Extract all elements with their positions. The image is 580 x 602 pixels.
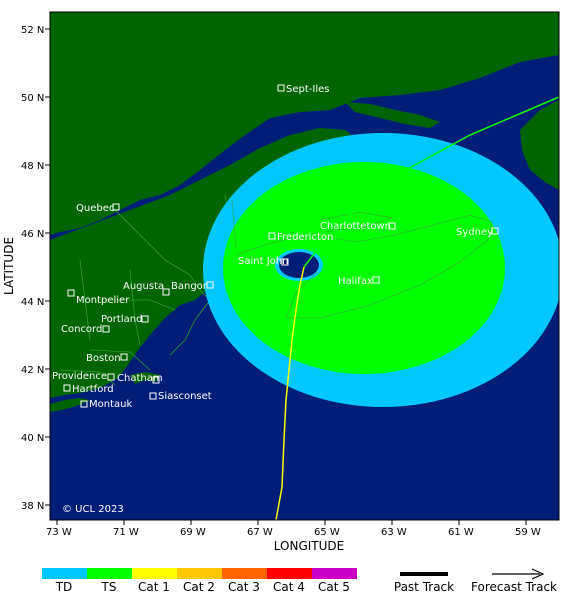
city-label: Charlottetown	[320, 221, 391, 232]
lat-tick-label: 52 N	[21, 25, 44, 36]
lon-tick-label: 73 W	[46, 527, 72, 538]
lat-tick-label: 42 N	[21, 365, 44, 376]
y-axis-title: LATITUDE	[2, 237, 16, 295]
legend-swatch-ts	[87, 568, 132, 579]
copyright-text: © UCL 2023	[62, 504, 124, 515]
city-label: Siasconset	[158, 391, 212, 402]
city-label: Quebec	[76, 203, 114, 214]
legend-swatch-cat5	[312, 568, 357, 579]
lon-tick-label: 65 W	[314, 527, 340, 538]
city-label: Montpelier	[76, 295, 130, 306]
lon-tick-label: 67 W	[247, 527, 273, 538]
legend-label: Cat 2	[183, 580, 215, 594]
storm-eye	[279, 252, 319, 278]
newfoundland	[520, 100, 559, 190]
track-legend: Past Track Forecast Track	[394, 568, 557, 594]
city-label: Portland	[101, 314, 142, 325]
legend-label: TD	[55, 580, 73, 594]
city-label: Providence	[52, 371, 107, 382]
map-area	[50, 12, 559, 520]
legend-label: Cat 5	[318, 580, 350, 594]
legend-swatch-cat3	[222, 568, 267, 579]
city-label: Sept-Iles	[286, 84, 329, 95]
city-markers	[63, 84, 499, 408]
mainland	[50, 12, 559, 235]
city-label: Boston	[86, 353, 121, 364]
lat-tick-label: 46 N	[21, 229, 44, 240]
legend-label: Cat 4	[273, 580, 305, 594]
lat-tick-label: 44 N	[21, 297, 44, 308]
ts-wind-field	[223, 162, 505, 374]
x-axis-title: LONGITUDE	[274, 539, 344, 553]
anticosti-island	[345, 102, 440, 128]
city-label: Fredericton	[277, 232, 333, 243]
lat-tick-label: 40 N	[21, 433, 44, 444]
legend-swatch-td	[42, 568, 87, 579]
latitude-axis: 52 N 50 N 48 N 46 N 44 N 42 N 40 N 38 N	[21, 25, 50, 512]
legend-swatch-cat4	[267, 568, 312, 579]
lat-tick-label: 50 N	[21, 93, 44, 104]
forecast-track-label: Forecast Track	[471, 580, 557, 594]
longitude-axis: 73 W 71 W 69 W 67 W 65 W 63 W 61 W 59 W	[46, 520, 541, 538]
lon-tick-label: 71 W	[113, 527, 139, 538]
city-labels: Sept-Iles Quebec Fredericton Charlotteto…	[52, 84, 493, 410]
legend-label: TS	[101, 580, 117, 594]
legend-label: Cat 3	[228, 580, 260, 594]
city-label: Halifax	[338, 276, 373, 287]
city-label: Montauk	[89, 399, 132, 410]
legend-label: Cat 1	[138, 580, 170, 594]
lat-tick-label: 48 N	[21, 161, 44, 172]
long-island	[50, 398, 90, 412]
legend-swatch-cat2	[177, 568, 222, 579]
legend-swatch-cat1	[132, 568, 177, 579]
map-frame	[49, 11, 560, 521]
lon-tick-label: 63 W	[381, 527, 407, 538]
city-label: Concord	[61, 324, 102, 335]
city-label: Sydney	[456, 227, 493, 238]
city-label: Chatham	[117, 373, 163, 384]
city-label: Augusta	[123, 281, 164, 292]
coastline-overlay	[231, 199, 493, 319]
city-label: Hartford	[72, 384, 114, 395]
past-track-line	[275, 266, 305, 520]
lon-tick-label: 61 W	[448, 527, 474, 538]
category-legend: TD TS Cat 1 Cat 2 Cat 3 Cat 4 Cat 5	[42, 568, 357, 594]
forecast-track-line	[303, 96, 559, 268]
past-track-label: Past Track	[394, 580, 454, 594]
lon-tick-label: 59 W	[515, 527, 541, 538]
lat-tick-label: 38 N	[21, 501, 44, 512]
lon-tick-label: 69 W	[180, 527, 206, 538]
arrow-right-icon	[531, 568, 545, 580]
city-label: Bangor	[171, 281, 208, 292]
city-label: Saint John	[238, 256, 288, 267]
